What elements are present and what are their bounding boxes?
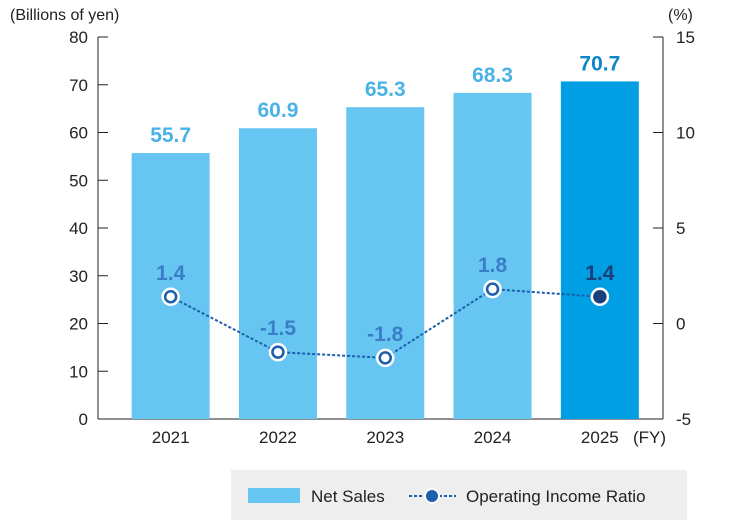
labels: 55.7 60.9 65.3 68.3 70.7 1.4 -1.5 -1.8 1.8 1.4 bbox=[150, 52, 620, 345]
right-tick-label: -5 bbox=[676, 410, 691, 429]
ratio-value-label: 1.4 bbox=[156, 262, 186, 285]
bar-net-sales-2025 bbox=[560, 81, 639, 419]
right-tick-label: 10 bbox=[676, 124, 695, 143]
left-tick-label: 10 bbox=[69, 362, 88, 381]
bar-value-label: 65.3 bbox=[365, 78, 406, 101]
left-tick-label: 70 bbox=[69, 76, 88, 95]
x-tick-label: 2023 bbox=[366, 428, 404, 447]
bar-net-sales-2022 bbox=[238, 128, 317, 419]
axes: 0 10 20 30 40 50 60 70 80 -5 0 5 10 15 2021 2022 2023 202… bbox=[10, 7, 695, 447]
bar-value-label: 70.7 bbox=[579, 52, 620, 75]
left-tick-label: 0 bbox=[79, 410, 88, 429]
legend-swatch-ratio-point bbox=[424, 488, 440, 504]
bar-net-sales-2021 bbox=[131, 153, 210, 419]
ratio-value-label: -1.8 bbox=[367, 323, 404, 346]
bar-net-sales-2024 bbox=[453, 92, 532, 420]
left-tick-label: 50 bbox=[69, 171, 88, 190]
left-tick-label: 60 bbox=[69, 124, 88, 143]
right-axis-unit: (%) bbox=[668, 7, 693, 24]
legend-swatch-net-sales bbox=[248, 488, 300, 503]
bar-net-sales-2023 bbox=[346, 107, 425, 419]
ratio-point-center bbox=[273, 347, 283, 357]
x-axis-unit: (FY) bbox=[633, 428, 666, 447]
bars bbox=[131, 81, 639, 420]
ratio-value-label: 1.4 bbox=[585, 262, 615, 285]
ratio-point-center bbox=[488, 284, 497, 294]
x-tick-label: 2021 bbox=[152, 428, 190, 447]
left-tick-label: 30 bbox=[69, 267, 88, 286]
right-tick-label: 15 bbox=[676, 28, 695, 47]
legend: Net Sales Operating Income Ratio bbox=[231, 470, 687, 520]
bar-value-label: 60.9 bbox=[258, 99, 299, 122]
right-tick-label: 0 bbox=[676, 315, 685, 334]
x-tick-label: 2024 bbox=[474, 428, 512, 447]
ratio-value-label: -1.5 bbox=[260, 317, 297, 340]
legend-box bbox=[231, 470, 687, 520]
ratio-line bbox=[170, 288, 600, 359]
ratio-point-center bbox=[381, 353, 390, 363]
right-tick-label: 5 bbox=[676, 219, 685, 238]
left-axis-unit: (Billions of yen) bbox=[10, 7, 119, 24]
ratio-point-center bbox=[166, 292, 175, 301]
left-tick-label: 80 bbox=[69, 28, 88, 47]
left-tick-label: 40 bbox=[69, 219, 88, 238]
left-tick-label: 20 bbox=[69, 315, 88, 334]
x-tick-label: 2022 bbox=[259, 428, 297, 447]
legend-label-net-sales: Net Sales bbox=[311, 487, 385, 506]
bar-value-label: 68.3 bbox=[472, 64, 513, 87]
x-tick-label: 2025 bbox=[581, 428, 619, 447]
ratio-point bbox=[590, 287, 610, 307]
ratio-value-label: 1.8 bbox=[478, 254, 508, 277]
legend-label-ratio: Operating Income Ratio bbox=[466, 487, 646, 506]
ratio-line-group bbox=[161, 279, 610, 368]
bar-value-label: 55.7 bbox=[150, 124, 191, 147]
